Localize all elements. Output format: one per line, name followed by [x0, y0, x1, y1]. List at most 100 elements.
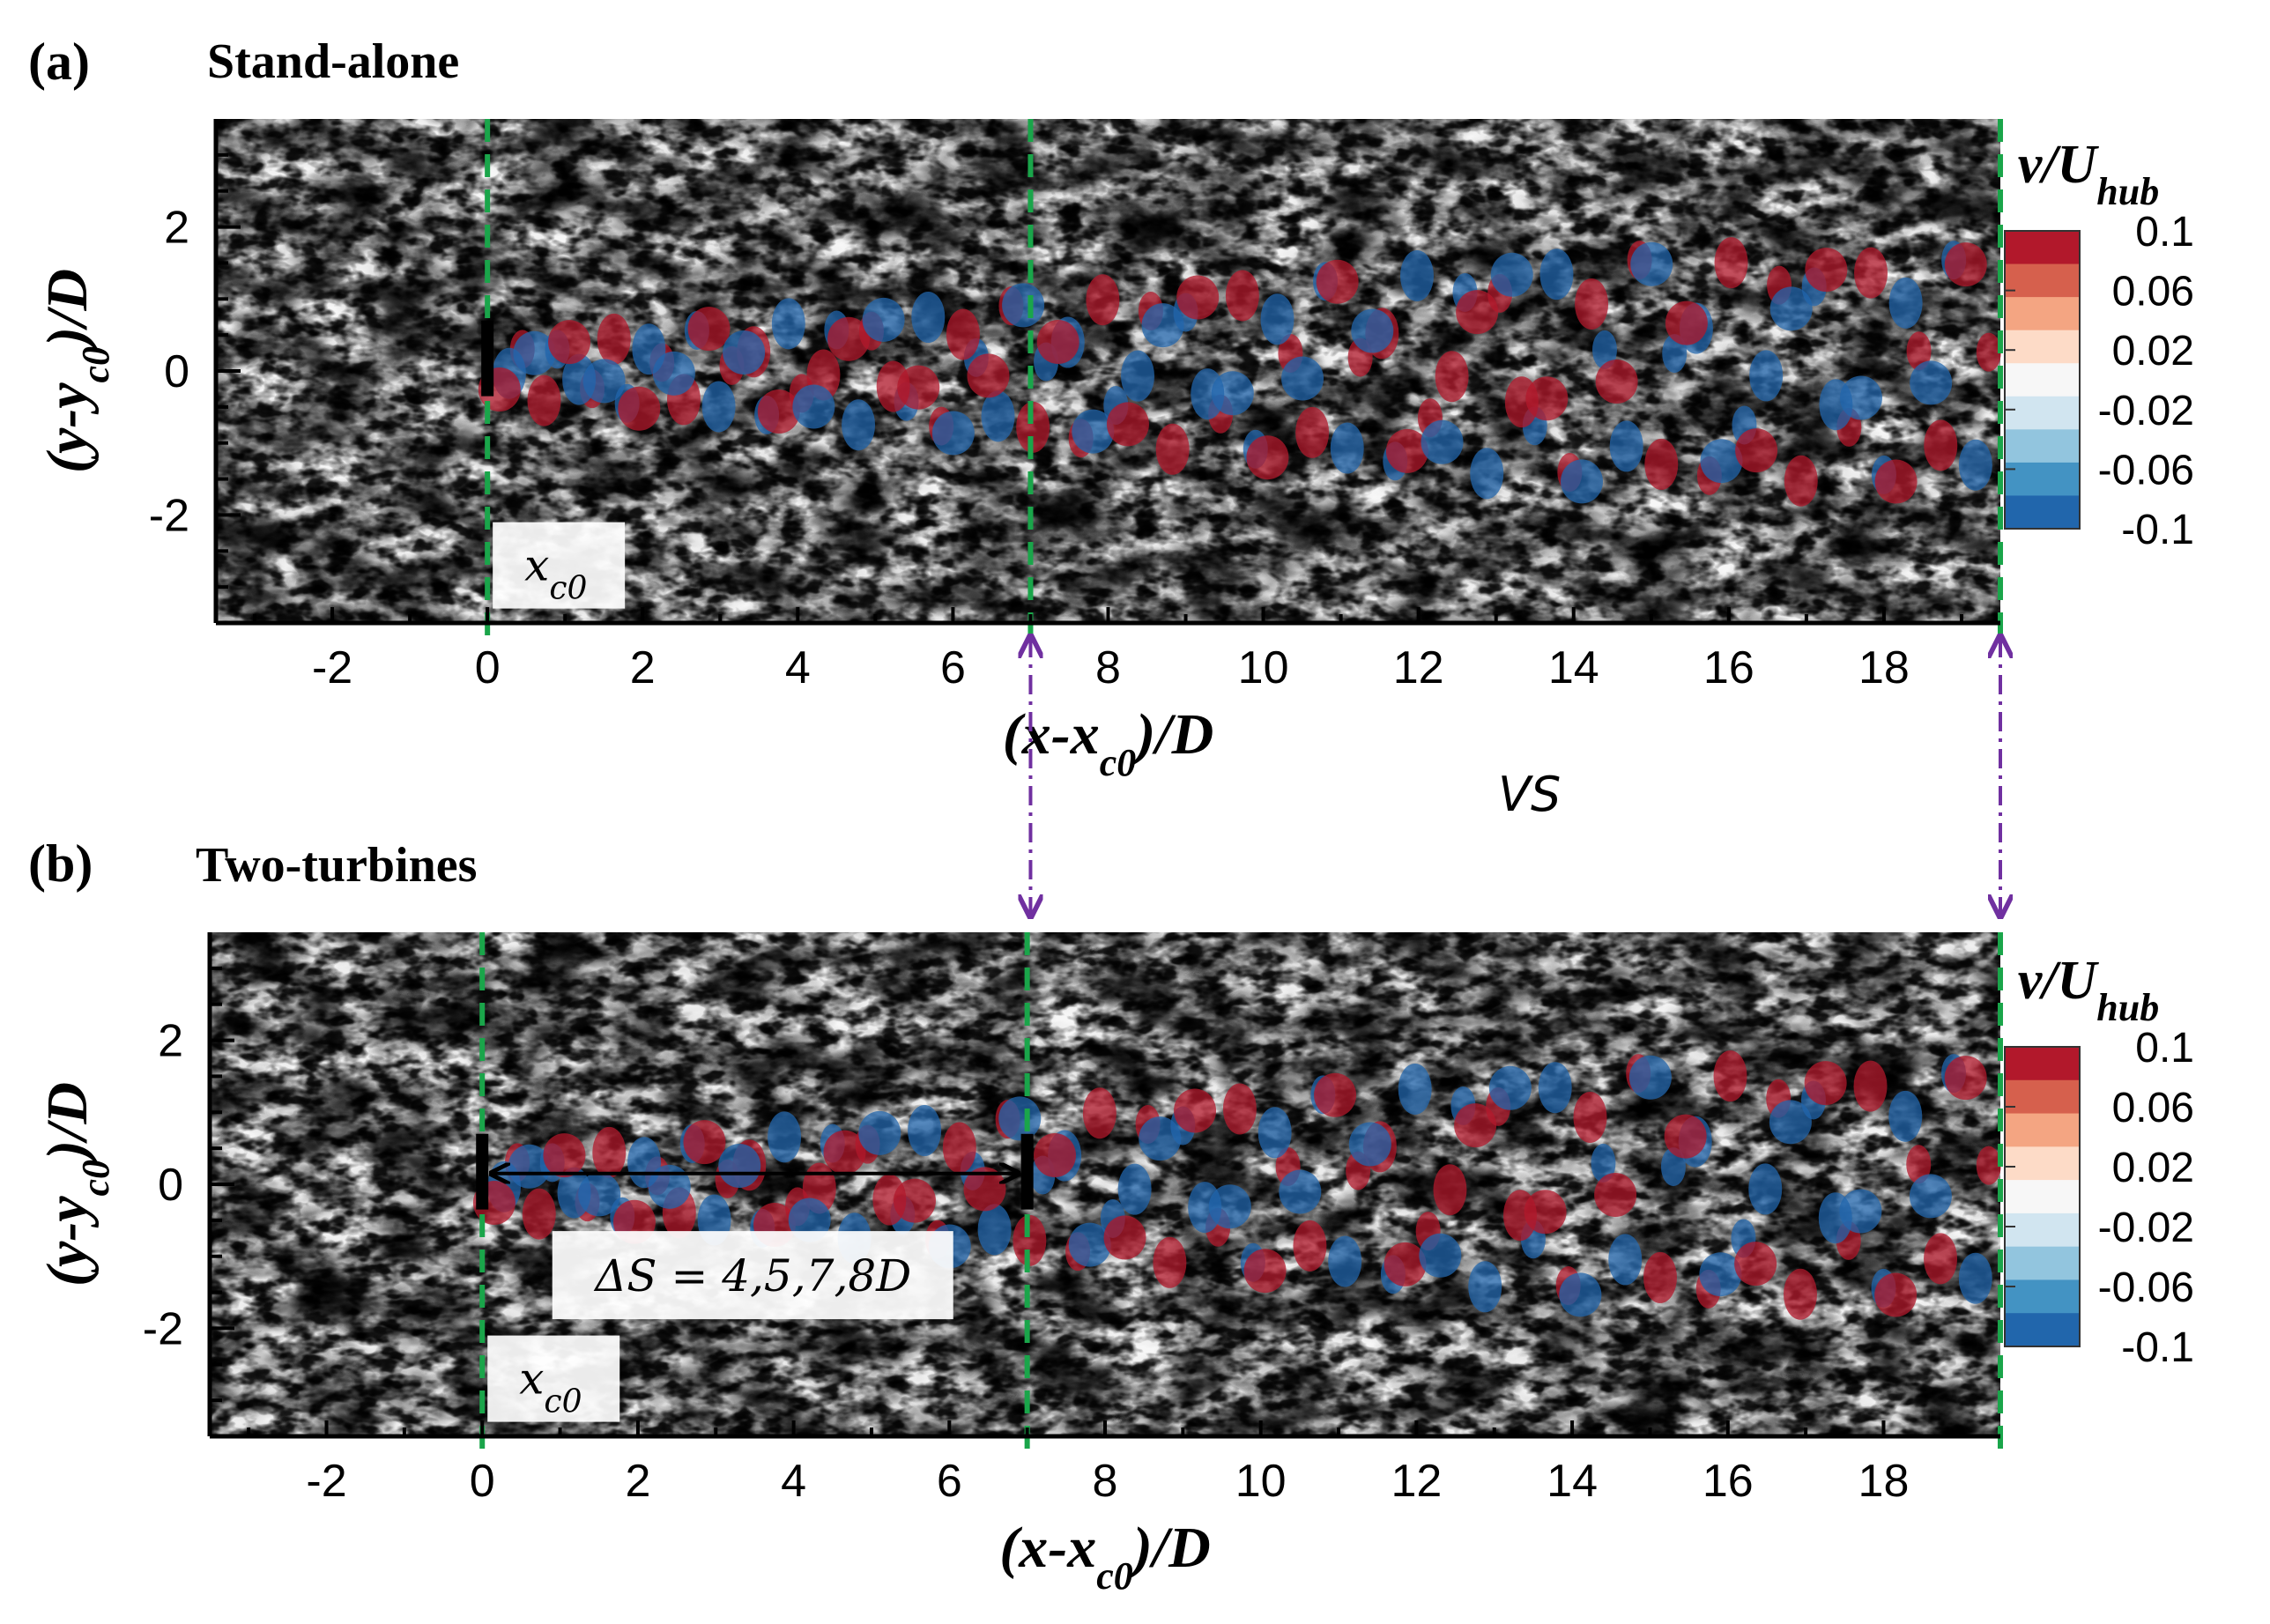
wake-eddy	[1630, 241, 1673, 286]
x-tick-label: 16	[1703, 642, 1754, 693]
wake-eddy	[1016, 401, 1050, 453]
x-tick-label: -2	[312, 642, 352, 693]
wake-eddy	[1155, 423, 1190, 475]
colorbar-title: v/Uhub	[2018, 135, 2159, 213]
wake-eddy	[1243, 1249, 1287, 1294]
wake-eddy	[1456, 290, 1499, 335]
wake-eddy	[1924, 419, 1958, 471]
x-tick-label: 10	[1238, 642, 1289, 693]
wake-eddy	[1784, 1268, 1818, 1320]
wake-eddy	[1539, 248, 1574, 300]
colorbar-segment	[2005, 1180, 2080, 1214]
x-tick-label: 18	[1858, 642, 1910, 693]
wake-eddy	[1591, 330, 1617, 369]
panel-b: xc0 ΔS = 4,5,7,8D -2 0 2 4 6 8 10 12 14 16 18 -2 0 2 (x-…	[35, 932, 2194, 1598]
colorbar-segment	[2005, 396, 2080, 430]
x-tick-label: 10	[1235, 1456, 1287, 1507]
wake-eddy	[1246, 435, 1289, 480]
y-tick-label: 2	[164, 203, 189, 254]
wake-eddy	[942, 1122, 976, 1174]
colorbar-tick-label: -0.02	[2098, 388, 2194, 434]
wake-eddy	[723, 330, 766, 375]
wake-eddy	[1573, 1091, 1607, 1143]
xc0-label-box	[493, 522, 626, 609]
x-tick-label: 16	[1702, 1456, 1754, 1507]
wake-eddy	[981, 390, 1015, 442]
wake-eddy	[1524, 1190, 1567, 1235]
wake-eddy	[1609, 420, 1643, 472]
wake-eddy	[771, 298, 805, 350]
wake-eddy	[1293, 1220, 1327, 1272]
colorbar-tick-label: -0.1	[2121, 507, 2194, 553]
wake-eddy	[1839, 1189, 1882, 1234]
colorbar-segment	[2005, 1047, 2080, 1081]
wake-eddy	[701, 381, 736, 433]
wake-eddy	[513, 330, 556, 375]
wake-eddy	[1924, 1233, 1958, 1285]
wake-eddy	[1525, 376, 1569, 421]
colorbar-segment	[2005, 462, 2080, 496]
x-tick-label: 8	[1095, 642, 1121, 693]
wake-eddy	[1421, 419, 1464, 464]
colorbar-tick-label: -0.02	[2098, 1205, 2194, 1251]
wake-eddy	[1260, 293, 1294, 345]
wake-eddy	[683, 1120, 726, 1165]
wake-eddy	[1222, 1083, 1257, 1135]
wake-eddy	[1594, 1172, 1637, 1217]
colorbar-segment	[2005, 1113, 2080, 1147]
wake-eddy	[1139, 1116, 1182, 1161]
wake-eddy	[1225, 270, 1259, 322]
colorbar-segment	[2005, 297, 2080, 331]
wake-eddy	[1328, 1235, 1362, 1287]
wake-eddy	[931, 411, 975, 456]
wake-eddy	[1958, 439, 1992, 491]
colorbar-tick-label: 0.06	[2112, 1085, 2194, 1131]
wake-eddy	[1330, 422, 1364, 474]
wake-eddy	[1854, 247, 1888, 299]
wake-eddy	[792, 384, 835, 429]
colorbar: 0.1 0.06 0.02 -0.02 -0.06 -0.1 v/Uhub	[2004, 951, 2194, 1371]
x-tick-label: 2	[625, 1456, 650, 1507]
x-tick-label: 8	[1093, 1456, 1118, 1507]
wake-eddy	[1748, 1163, 1783, 1215]
x-tick-label: -2	[306, 1456, 346, 1507]
wake-eddy	[1595, 359, 1638, 404]
wake-eddy	[527, 374, 561, 426]
wake-eddy	[1608, 1234, 1643, 1286]
wake-eddy	[1888, 277, 1923, 329]
wake-eddy	[1769, 1100, 1812, 1145]
wake-eddy	[1384, 1242, 1427, 1287]
wake-eddy	[1713, 1050, 1747, 1102]
wake-eddy	[967, 353, 1010, 398]
wake-eddy	[908, 1105, 942, 1157]
vs-label: VS	[1498, 767, 1561, 822]
wake-eddy	[1314, 1072, 1357, 1117]
wake-eddy	[1976, 332, 2001, 372]
colorbar-segment	[2005, 231, 2080, 265]
wake-eddy	[1559, 1272, 1602, 1317]
colorbar-segment	[2005, 330, 2080, 364]
wake-eddy	[1013, 1214, 1047, 1266]
colorbar-segment	[2005, 429, 2080, 463]
wake-eddy	[1034, 1133, 1077, 1178]
colorbar-segment	[2005, 1079, 2080, 1115]
y-axis-title: (y-yc0)/D	[35, 1082, 117, 1287]
wake-eddy	[578, 1172, 621, 1217]
wake-eddy	[1575, 278, 1609, 330]
wake-eddy	[1036, 320, 1079, 365]
wake-eddy	[1714, 237, 1748, 289]
wake-eddy	[1086, 274, 1120, 326]
wake-eddy	[1072, 409, 1115, 454]
wake-eddy	[1700, 439, 1743, 484]
x-tick-label: 4	[785, 642, 811, 693]
wake-eddy	[768, 1111, 802, 1163]
wake-eddy	[1398, 1063, 1432, 1115]
colorbar-tick-label: -0.1	[2121, 1324, 2194, 1371]
xc0-label: xc0	[519, 1353, 582, 1420]
turbine-1	[476, 1133, 489, 1210]
wake-eddy	[1153, 1236, 1187, 1288]
wake-eddy	[1468, 1261, 1502, 1313]
y-axis-title: (y-yc0)/D	[35, 269, 117, 473]
x-tick-label: 18	[1858, 1456, 1910, 1507]
wake-eddy	[1174, 1088, 1217, 1133]
